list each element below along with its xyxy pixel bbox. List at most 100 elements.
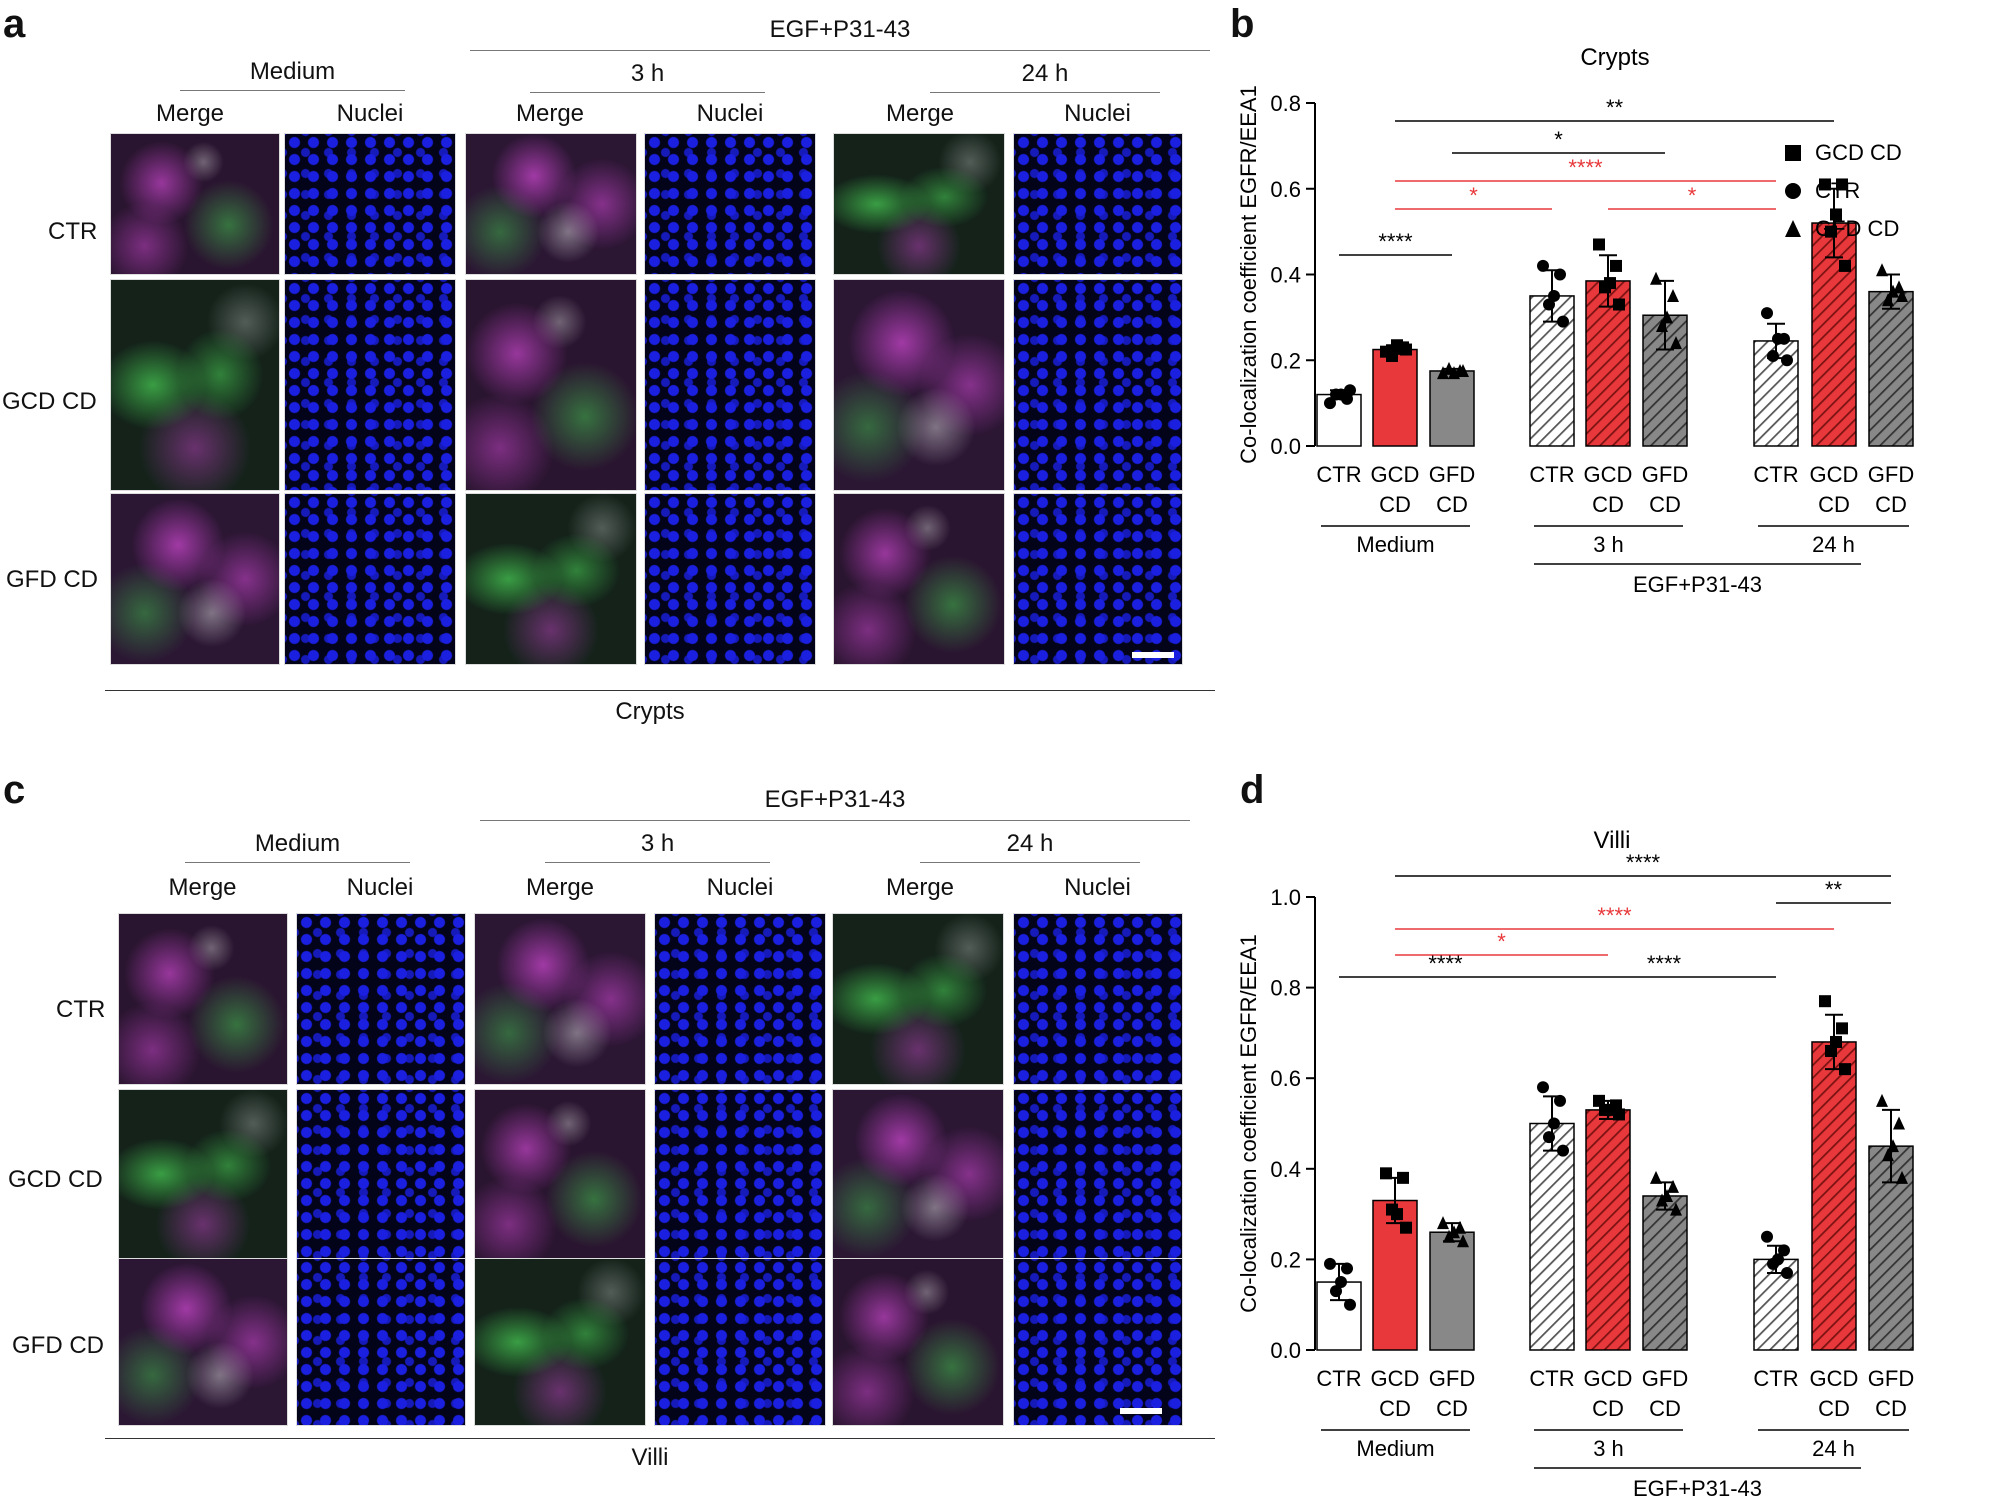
time-header-24h: 24 h (1021, 60, 1069, 87)
data-point-circle (1330, 1285, 1342, 1298)
x-tick-label: CTR (1529, 462, 1574, 487)
y-axis-label: Co-localization coefficient EGFR/EEA1 (1236, 934, 1261, 1313)
significance-label: ** (1825, 877, 1843, 902)
data-point-triangle (1882, 1148, 1894, 1162)
nuclei-micrograph (296, 1258, 466, 1426)
data-point-triangle (1667, 288, 1679, 302)
x-tick-label: GFD (1642, 1366, 1688, 1391)
crypts-footer-label: Crypts (615, 698, 685, 725)
data-point-circle (1341, 1262, 1353, 1275)
group-label: 3 h (1593, 532, 1624, 557)
y-tick-label: 0.0 (1270, 434, 1301, 459)
column-label-nuclei: Nuclei (336, 100, 404, 127)
data-point-square (1380, 1167, 1392, 1180)
data-point-triangle (1448, 1225, 1460, 1239)
column-label-merge: Merge (515, 100, 585, 127)
nuclei-micrograph (654, 1258, 826, 1426)
significance-label: * (1554, 127, 1563, 152)
data-point-circle (1785, 183, 1801, 199)
medium-header: Medium (254, 830, 341, 857)
treatment-header: EGF+P31-43 (764, 786, 906, 813)
merge-micrograph (833, 493, 1005, 665)
scale-bar (1120, 1408, 1162, 1414)
column-label-nuclei: Nuclei (706, 874, 774, 901)
column-label-merge: Merge (885, 100, 955, 127)
data-point-circle (1344, 384, 1356, 397)
significance-label: **** (1626, 850, 1661, 875)
nuclei-micrograph (1013, 493, 1183, 665)
x-tick-label-line2: CD (1875, 492, 1907, 517)
y-axis-label: Co-localization coefficient EGFR/EEA1 (1236, 85, 1261, 464)
data-point-triangle (1650, 1170, 1662, 1184)
panel-letter-c: c (3, 768, 26, 812)
x-tick-label: CTR (1753, 1366, 1798, 1391)
data-point-circle (1537, 1081, 1549, 1094)
data-point-circle (1778, 1244, 1790, 1257)
column-label-merge: Merge (168, 874, 237, 901)
column-label-nuclei: Nuclei (1064, 874, 1131, 901)
data-point-circle (1781, 354, 1793, 367)
data-point-triangle (1454, 1220, 1466, 1234)
nuclei-micrograph (284, 493, 456, 665)
nuclei-micrograph (1013, 1089, 1183, 1259)
merge-micrograph (118, 1258, 288, 1426)
data-point-circle (1548, 1117, 1560, 1130)
data-point-circle (1335, 388, 1347, 401)
nuclei-micrograph (644, 493, 816, 665)
villi-bar-chart: Villi Co-localization coefficient EGFR/EE… (1236, 827, 1914, 1499)
time-rule-3h (530, 92, 765, 93)
treatment-rule (470, 50, 1210, 51)
merge-micrograph (110, 493, 280, 665)
y-tick-label: 0.0 (1270, 1338, 1301, 1363)
nuclei-micrograph (296, 1089, 466, 1259)
medium-header: Medium (249, 58, 336, 85)
legend-label: GFD CD (1815, 216, 1899, 241)
treatment-label: EGF+P31-43 (1633, 572, 1762, 597)
time-rule-24h (920, 862, 1140, 863)
merge-micrograph (832, 1258, 1004, 1426)
data-point-triangle (1896, 1170, 1908, 1184)
group-label: Medium (1356, 1436, 1434, 1461)
time-header-3h: 3 h (630, 60, 665, 87)
nuclei-micrograph (284, 279, 456, 491)
data-point-square (1400, 1221, 1412, 1234)
x-tick-label: GCD (1810, 1366, 1859, 1391)
data-point-triangle (1661, 1188, 1673, 1202)
data-point-square (1836, 178, 1848, 191)
y-tick-label: 0.2 (1270, 348, 1301, 373)
merge-micrograph (474, 913, 646, 1085)
legend-label: CTR (1815, 178, 1860, 203)
treatment-label: EGF+P31-43 (1633, 1476, 1762, 1499)
data-point-triangle (1448, 366, 1460, 380)
x-tick-label: GFD (1429, 1366, 1475, 1391)
significance-label: **** (1647, 951, 1682, 976)
x-tick-label: CTR (1529, 1366, 1574, 1391)
medium-rule (185, 862, 410, 863)
x-tick-label: GCD (1810, 462, 1859, 487)
data-point-square (1391, 1208, 1403, 1221)
merge-micrograph (474, 1089, 646, 1259)
merge-micrograph (110, 133, 280, 275)
data-point-circle (1554, 1094, 1566, 1107)
data-point-square (1839, 259, 1851, 272)
time-rule-3h (545, 862, 770, 863)
x-tick-label-line2: CD (1592, 492, 1624, 517)
x-tick-label: GCD (1371, 462, 1420, 487)
y-tick-label: 0.8 (1270, 976, 1301, 1001)
data-point-circle (1344, 1298, 1356, 1311)
merge-micrograph (832, 913, 1004, 1085)
bar (1529, 1122, 1575, 1351)
x-tick-label: GCD (1371, 1366, 1420, 1391)
data-point-square (1593, 238, 1605, 251)
data-point-triangle (1876, 263, 1888, 277)
row-label-gcd-cd: GCD CD (8, 1166, 103, 1193)
nuclei-micrograph (284, 133, 456, 275)
x-tick-label-line2: CD (1379, 492, 1411, 517)
villi-footer-label: Villi (631, 1444, 669, 1471)
data-point-circle (1554, 268, 1566, 281)
merge-micrograph (465, 133, 637, 275)
x-tick-label: CTR (1753, 462, 1798, 487)
x-tick-label-line2: CD (1436, 1396, 1468, 1421)
data-point-triangle (1670, 1202, 1682, 1216)
data-point-triangle (1785, 220, 1801, 237)
